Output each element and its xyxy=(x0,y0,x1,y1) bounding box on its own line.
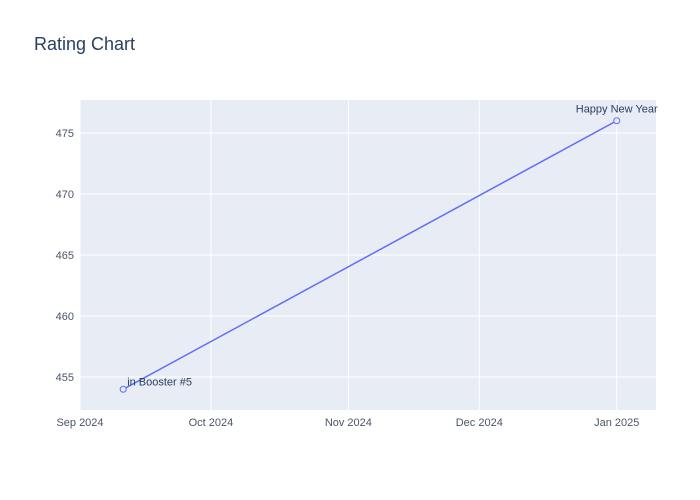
rating-line-chart: 455 460 465 470 475 Sep 2024 Oct 2024 Nov 2024 D… xyxy=(0,0,700,500)
point-annotation: Happy New Year xyxy=(576,104,658,116)
point-annotation: in Booster #5 xyxy=(127,376,192,388)
x-tick-label: Oct 2024 xyxy=(189,417,234,429)
y-tick-label: 455 xyxy=(56,372,74,384)
x-tick-label: Dec 2024 xyxy=(456,417,503,429)
x-tick-label: Jan 2025 xyxy=(594,417,639,429)
y-tick-label: 465 xyxy=(56,250,74,262)
data-point xyxy=(120,386,126,392)
x-tick-label: Nov 2024 xyxy=(325,417,372,429)
y-tick-label: 470 xyxy=(56,189,74,201)
data-point xyxy=(614,118,620,124)
x-tick-label: Sep 2024 xyxy=(56,417,103,429)
y-tick-label: 460 xyxy=(56,311,74,323)
y-tick-label: 475 xyxy=(56,128,74,140)
